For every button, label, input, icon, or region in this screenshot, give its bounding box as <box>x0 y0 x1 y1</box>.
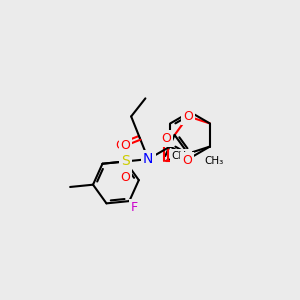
Text: F: F <box>130 201 138 214</box>
Text: O: O <box>120 171 130 184</box>
Text: S: S <box>121 154 130 168</box>
Text: CH₃: CH₃ <box>205 156 224 166</box>
Text: O: O <box>182 154 192 167</box>
Text: O: O <box>116 139 125 152</box>
Text: N: N <box>143 152 153 166</box>
Text: O: O <box>120 139 130 152</box>
Text: O: O <box>161 132 171 145</box>
Text: O: O <box>183 110 193 123</box>
Text: CH₃: CH₃ <box>171 151 190 161</box>
